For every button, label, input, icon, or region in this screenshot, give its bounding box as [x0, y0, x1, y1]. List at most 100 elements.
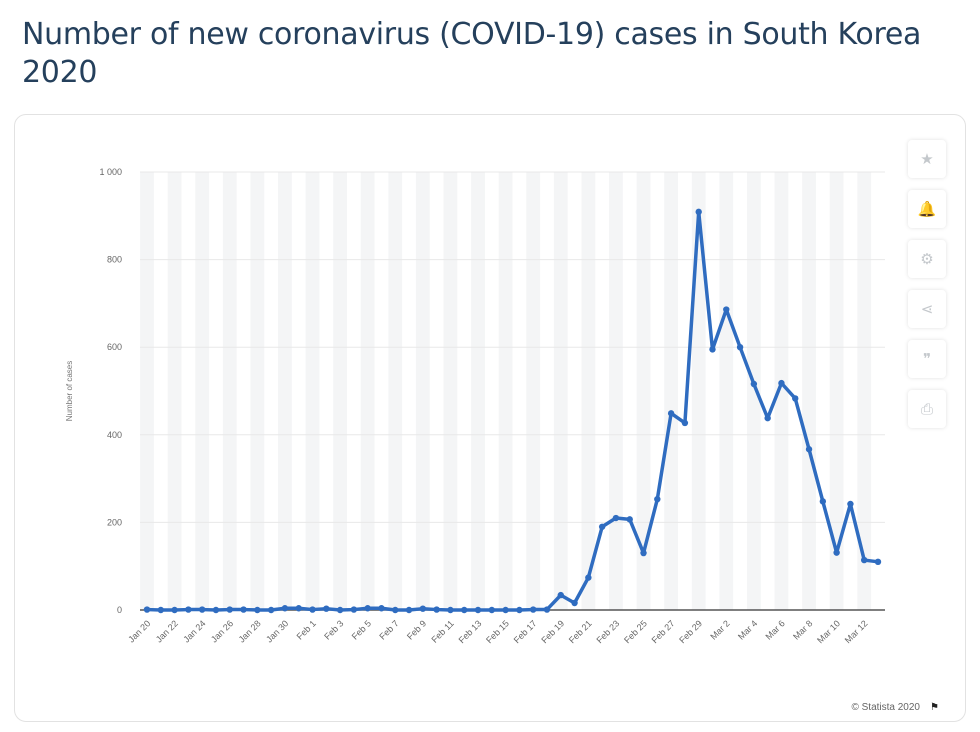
data-point: [226, 606, 233, 613]
x-tick-label: Feb 23: [594, 618, 621, 645]
grid-band: [774, 172, 789, 610]
grid-band: [609, 172, 623, 610]
x-tick-label: Feb 5: [350, 618, 373, 641]
data-point: [598, 523, 606, 530]
data-point: [847, 500, 854, 508]
flag-icon[interactable]: ⚑: [930, 702, 939, 713]
x-tick-label: Jan 24: [181, 618, 207, 644]
grid-band: [526, 172, 541, 610]
data-point: [585, 574, 592, 581]
data-point: [764, 414, 771, 422]
y-tick-label: 800: [107, 255, 122, 265]
grid-band: [415, 172, 430, 610]
x-tick-label: Mar 4: [736, 618, 759, 641]
data-point: [267, 606, 275, 614]
grid-band: [360, 172, 375, 610]
data-point: [433, 606, 440, 613]
x-tick-label: Feb 15: [484, 618, 511, 645]
data-point: [405, 606, 413, 614]
data-point: [295, 605, 302, 612]
bell-button[interactable]: 🔔: [908, 190, 946, 228]
x-tick-label: Feb 27: [650, 618, 677, 645]
x-tick-label: Mar 12: [843, 618, 870, 645]
page-title: Number of new coronavirus (COVID-19) cas…: [22, 17, 922, 90]
data-point: [185, 606, 192, 613]
data-point: [378, 605, 385, 612]
data-point: [309, 606, 316, 613]
grid-band: [443, 172, 458, 610]
data-point: [709, 346, 716, 353]
y-axis-label: Number of cases: [65, 361, 74, 421]
grid-band: [719, 172, 734, 610]
share-icon: ⋖: [920, 301, 934, 318]
data-point: [198, 606, 206, 613]
x-tick-label: Jan 22: [154, 618, 180, 644]
grid-band: [388, 172, 403, 610]
data-point: [419, 605, 427, 612]
x-tick-label: Feb 19: [539, 618, 566, 645]
data-point: [819, 498, 827, 505]
data-point: [488, 606, 496, 614]
star-icon: ★: [920, 151, 934, 168]
grid-band: [305, 172, 320, 610]
quote-icon: ❞: [922, 351, 932, 368]
data-point: [640, 549, 647, 557]
data-point: [654, 495, 661, 503]
data-point: [557, 591, 564, 599]
data-point: [502, 606, 509, 614]
x-tick-label: Jan 30: [264, 618, 290, 644]
data-point: [254, 606, 261, 614]
grid-band: [195, 172, 210, 610]
data-point: [461, 606, 468, 614]
data-point: [778, 379, 785, 387]
y-tick-label: 400: [107, 430, 122, 440]
y-tick-label: 0: [117, 605, 122, 615]
x-tick-label: Feb 3: [322, 618, 345, 641]
grid-band: [857, 172, 872, 610]
data-point: [723, 306, 730, 313]
data-point: [516, 606, 523, 614]
y-tick-label: 600: [107, 342, 122, 352]
x-tick-label: Feb 17: [512, 618, 539, 645]
grid-band: [829, 172, 844, 610]
data-point: [833, 549, 840, 556]
grid-band: [802, 172, 816, 610]
x-tick-label: Mar 6: [764, 618, 787, 641]
grid-band: [333, 172, 347, 610]
grid-band: [581, 172, 596, 610]
x-tick-label: Jan 28: [237, 618, 263, 644]
print-button[interactable]: ⎙: [908, 390, 946, 428]
data-point: [474, 606, 482, 614]
chart-toolbar: ★ 🔔 ⚙ ⋖ ❞ ⎙: [908, 140, 948, 440]
x-tick-label: Feb 7: [377, 618, 400, 641]
x-tick-label: Feb 1: [295, 618, 318, 641]
data-point: [792, 395, 799, 402]
x-tick-label: Feb 21: [567, 618, 594, 645]
gear-button[interactable]: ⚙: [908, 240, 946, 278]
grid-band: [140, 172, 154, 610]
share-button[interactable]: ⋖: [908, 290, 946, 328]
x-tick-label: Feb 11: [429, 618, 455, 644]
grid-band: [636, 172, 651, 610]
source-credit[interactable]: © Statista 2020: [851, 702, 920, 713]
x-tick-label: Jan 26: [209, 618, 235, 644]
grid-band: [167, 172, 182, 610]
data-point: [336, 606, 344, 614]
gear-icon: ⚙: [920, 251, 934, 268]
data-point: [805, 446, 813, 453]
data-point: [612, 514, 620, 522]
star-button[interactable]: ★: [908, 140, 946, 178]
data-point: [171, 606, 178, 614]
grid-band: [746, 172, 761, 610]
x-tick-label: Feb 25: [622, 618, 649, 645]
data-point: [157, 606, 164, 614]
quote-button[interactable]: ❞: [908, 340, 946, 378]
data-point: [571, 599, 578, 607]
data-point: [861, 556, 868, 564]
data-point: [350, 606, 358, 613]
grid-band: [222, 172, 237, 610]
data-point: [874, 558, 882, 566]
data-point: [543, 606, 551, 613]
data-point: [143, 606, 151, 613]
bell-icon: 🔔: [917, 201, 937, 218]
